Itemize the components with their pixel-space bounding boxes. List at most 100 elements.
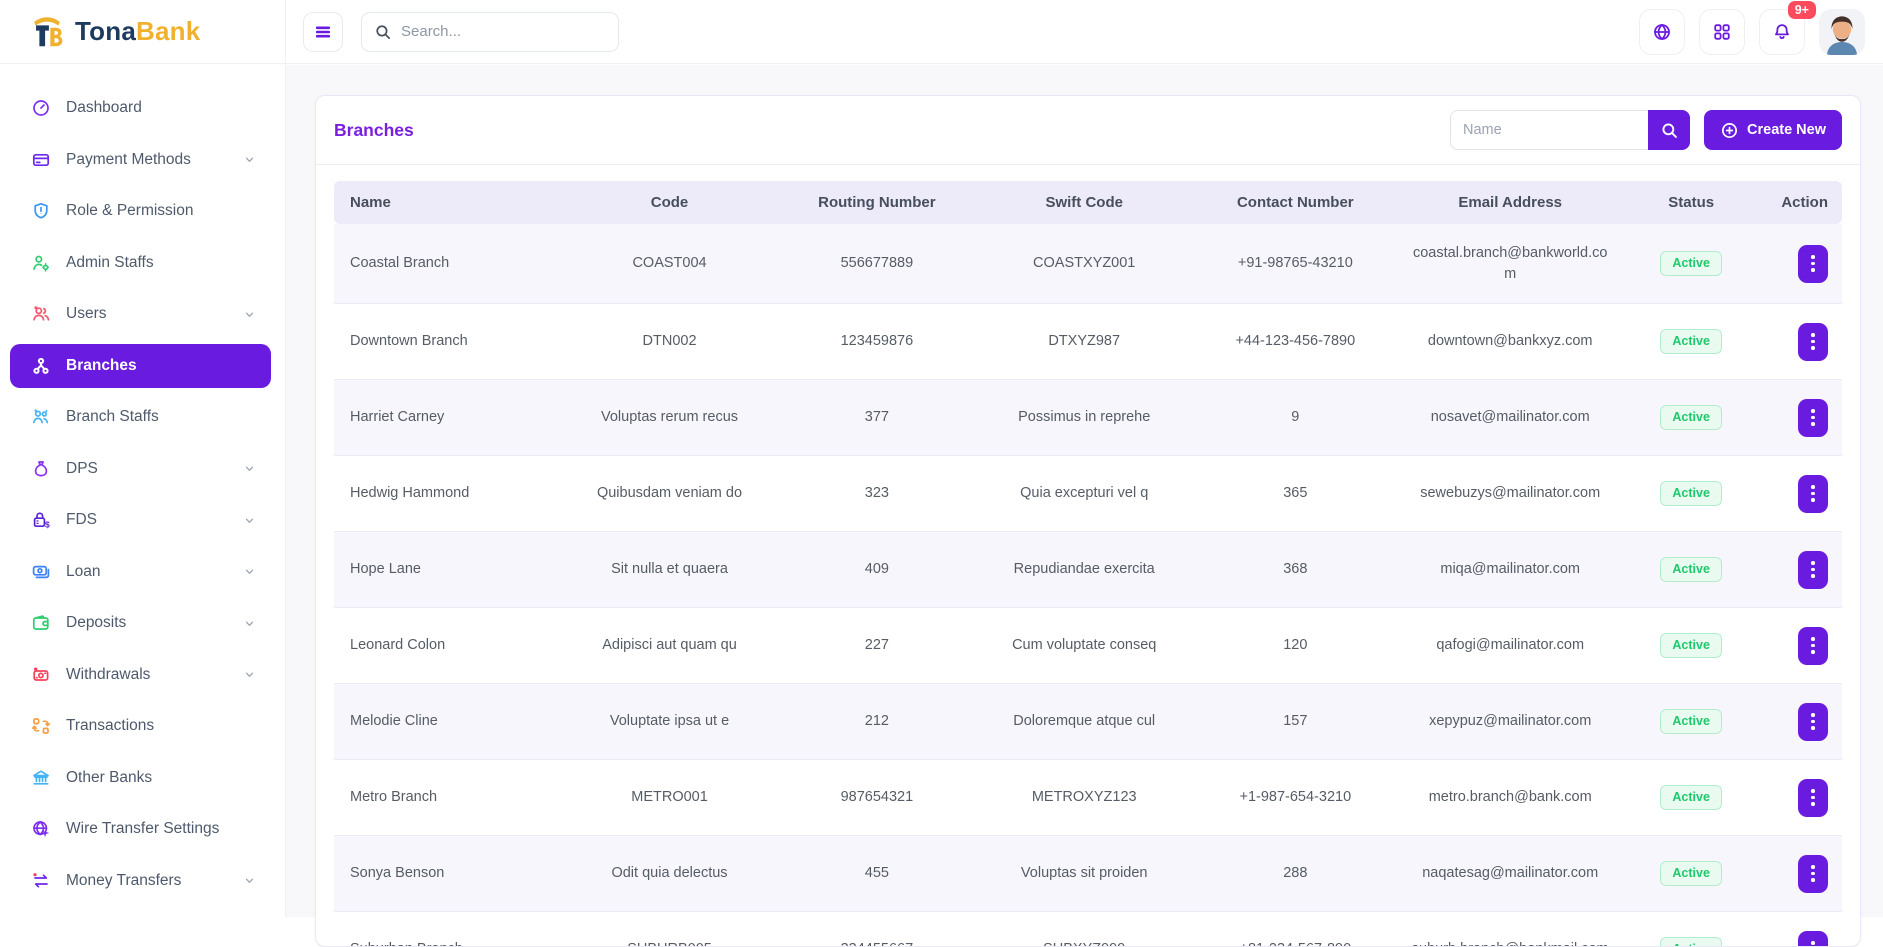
sidebar-item-deposits[interactable]: Deposits — [10, 601, 271, 645]
column-header-routing-number: Routing Number — [779, 181, 975, 224]
branch-network-icon — [30, 355, 52, 377]
cell-status: Active — [1623, 224, 1759, 304]
cell-swift: COASTXYZ001 — [975, 224, 1194, 304]
sidebar-item-label: Withdrawals — [66, 666, 150, 684]
sidebar-item-label: Dashboard — [66, 99, 142, 117]
column-header-email-address: Email Address — [1397, 181, 1623, 224]
bell-button[interactable]: 9+ — [1759, 9, 1805, 55]
chevron-down-icon — [242, 564, 257, 579]
globe-button[interactable] — [1639, 9, 1685, 55]
cell-action — [1759, 760, 1842, 836]
card-header: Branches Create New — [316, 96, 1860, 165]
row-actions-button[interactable] — [1798, 245, 1828, 283]
sidebar-item-withdrawals[interactable]: Withdrawals — [10, 653, 271, 697]
sidebar-item-dashboard[interactable]: Dashboard — [10, 86, 271, 130]
sidebar-item-label: Payment Methods — [66, 151, 191, 169]
cash-stack-icon — [30, 561, 52, 583]
sidebar-item-money-transfers[interactable]: Money Transfers — [10, 859, 271, 903]
cell-contact: 157 — [1194, 684, 1398, 760]
row-actions-button[interactable] — [1798, 627, 1828, 665]
cell-contact: +1-987-654-3210 — [1194, 760, 1398, 836]
column-header-status: Status — [1623, 181, 1759, 224]
table-row: Sonya Benson Odit quia delectus 455 Volu… — [334, 836, 1842, 912]
name-filter-input[interactable] — [1450, 110, 1648, 150]
sidebar-item-branch-staffs[interactable]: Branch Staffs — [10, 395, 271, 439]
cell-swift: Cum voluptate conseq — [975, 608, 1194, 684]
sidebar-item-fds[interactable]: $ FDS — [10, 498, 271, 542]
wallet-icon — [30, 612, 52, 634]
cell-status: Active — [1623, 456, 1759, 532]
sidebar-item-role-permission[interactable]: Role & Permission — [10, 189, 271, 233]
create-new-button[interactable]: Create New — [1704, 110, 1842, 150]
search-input[interactable] — [401, 23, 606, 40]
filter-search-button[interactable] — [1648, 110, 1690, 150]
brand-logo[interactable]: TonaBank — [0, 13, 285, 51]
row-actions-button[interactable] — [1798, 323, 1828, 361]
sidebar-toggle-button[interactable] — [303, 12, 343, 52]
cell-routing: 409 — [779, 532, 975, 608]
row-actions-button[interactable] — [1798, 855, 1828, 893]
table-row: Leonard Colon Adipisci aut quam qu 227 C… — [334, 608, 1842, 684]
cell-email: coastal.branch@bankworld.com — [1397, 224, 1623, 304]
cell-code: Adipisci aut quam qu — [560, 608, 779, 684]
row-actions-button[interactable] — [1798, 779, 1828, 817]
user-avatar[interactable] — [1819, 9, 1865, 55]
sidebar-item-payment-methods[interactable]: Payment Methods — [10, 138, 271, 182]
sidebar-item-other-banks[interactable]: Other Banks — [10, 756, 271, 800]
dashboard-gauge-icon — [30, 97, 52, 119]
cell-status: Active — [1623, 532, 1759, 608]
sidebar-item-loan[interactable]: Loan — [10, 550, 271, 594]
sidebar-item-users[interactable]: Users — [10, 292, 271, 336]
cell-name: Hope Lane — [334, 532, 560, 608]
cell-routing: 227 — [779, 608, 975, 684]
sidebar-item-dps[interactable]: DPS — [10, 447, 271, 491]
table-row: Metro Branch METRO001 987654321 METROXYZ… — [334, 760, 1842, 836]
cell-status: Active — [1623, 760, 1759, 836]
global-search — [361, 12, 619, 52]
sidebar-item-label: Money Transfers — [66, 872, 181, 890]
sidebar-item-label: DPS — [66, 460, 98, 478]
cell-action — [1759, 304, 1842, 380]
cell-email: downtown@bankxyz.com — [1397, 304, 1623, 380]
cell-contact: 120 — [1194, 608, 1398, 684]
page-title: Branches — [334, 120, 414, 141]
cell-name: Sonya Benson — [334, 836, 560, 912]
sidebar-item-branches[interactable]: Branches — [10, 344, 271, 388]
sidebar-item-label: Users — [66, 305, 106, 323]
apps-grid-button[interactable] — [1699, 9, 1745, 55]
cell-email: nosavet@mailinator.com — [1397, 380, 1623, 456]
cell-action — [1759, 456, 1842, 532]
sidebar-item-admin-staffs[interactable]: Admin Staffs — [10, 241, 271, 285]
locked-savings-icon: $ — [30, 509, 52, 531]
cell-code: DTN002 — [560, 304, 779, 380]
svg-text:$: $ — [45, 520, 50, 530]
table-row: Coastal Branch COAST004 556677889 COASTX… — [334, 224, 1842, 304]
cell-action — [1759, 836, 1842, 912]
cell-action — [1759, 224, 1842, 304]
row-actions-button[interactable] — [1798, 551, 1828, 589]
cell-name: Metro Branch — [334, 760, 560, 836]
cell-action — [1759, 532, 1842, 608]
sidebar-item-wire-transfer-settings[interactable]: Wire Transfer Settings — [10, 807, 271, 851]
cell-status: Active — [1623, 608, 1759, 684]
card-header-controls: Create New — [1450, 110, 1842, 150]
branch-staffs-icon — [30, 406, 52, 428]
chevron-down-icon — [242, 461, 257, 476]
cell-email: metro.branch@bank.com — [1397, 760, 1623, 836]
status-badge: Active — [1660, 937, 1722, 947]
table-row: Downtown Branch DTN002 123459876 DTXYZ98… — [334, 304, 1842, 380]
cell-swift: Possimus in reprehe — [975, 380, 1194, 456]
cell-name: Harriet Carney — [334, 380, 560, 456]
row-actions-button[interactable] — [1798, 475, 1828, 513]
column-header-contact-number: Contact Number — [1194, 181, 1398, 224]
row-actions-button[interactable] — [1798, 703, 1828, 741]
sidebar-item-transactions[interactable]: Transactions — [10, 704, 271, 748]
row-actions-button[interactable] — [1798, 399, 1828, 437]
row-actions-button[interactable] — [1798, 931, 1828, 947]
users-icon — [30, 303, 52, 325]
table-row: Harriet Carney Voluptas rerum recus 377 … — [334, 380, 1842, 456]
cell-routing: 455 — [779, 836, 975, 912]
credit-card-icon — [30, 149, 52, 171]
